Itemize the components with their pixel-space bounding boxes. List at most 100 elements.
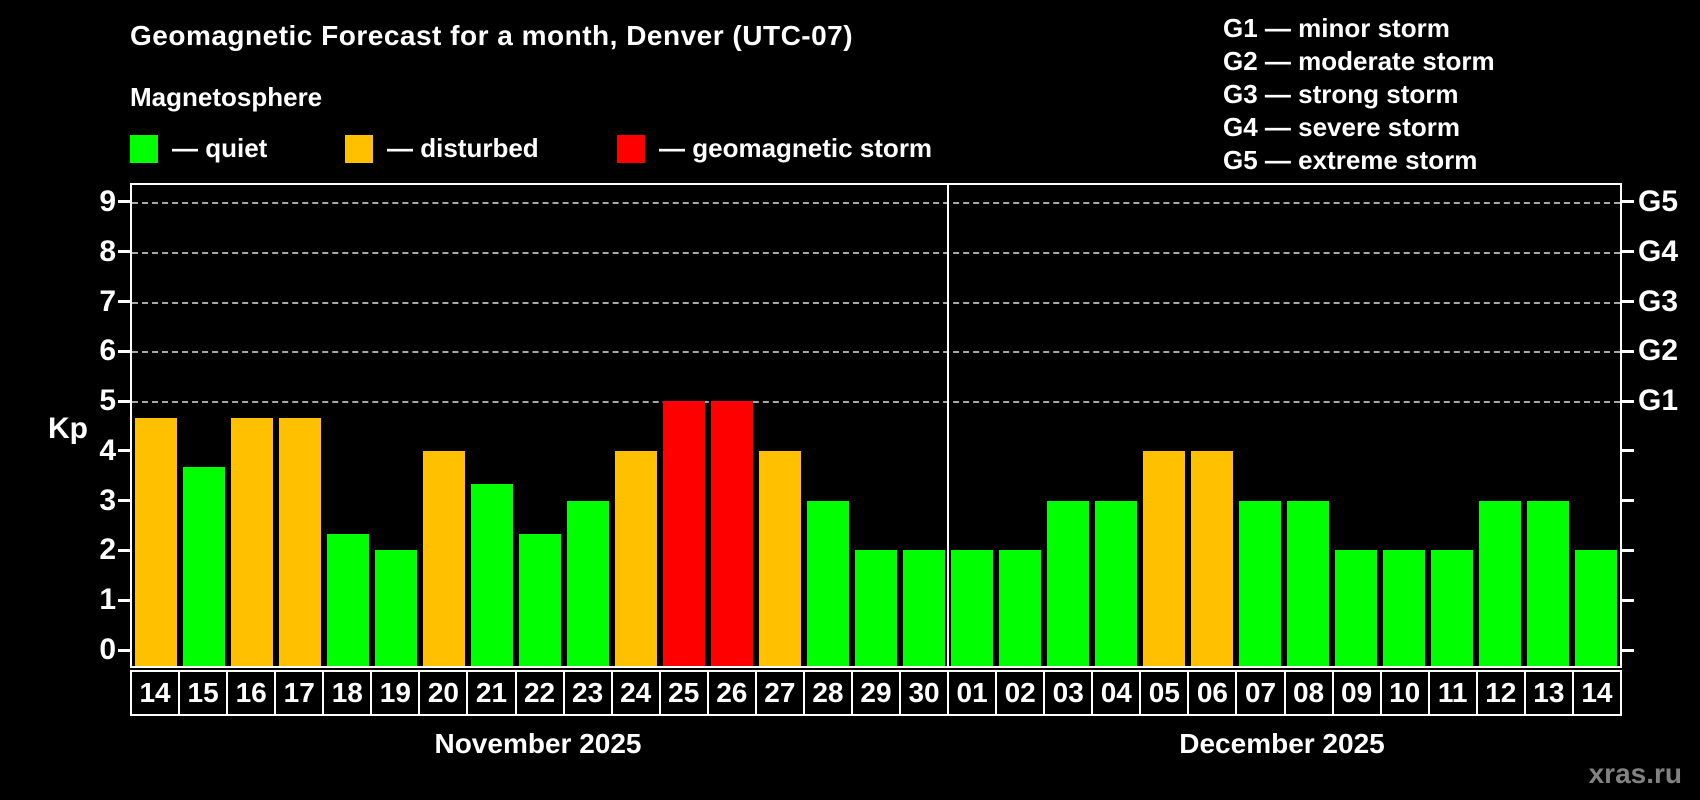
y-tick-right-7: [1622, 300, 1634, 304]
kp-bar-december-13: [1527, 500, 1569, 666]
y-tick-right-3: [1622, 499, 1634, 503]
y-tick-left-0: [118, 648, 130, 652]
storm-swatch-icon: [617, 134, 645, 163]
day-axis: 14 15 16 17 18 19 20 21 22 23 24 25 26 27 28 29 30 01 02 03…: [130, 670, 1622, 716]
day-label-11: 11: [1427, 670, 1478, 716]
y-tick-label-2: 2: [99, 533, 116, 567]
kp-bar-december-09: [1335, 550, 1377, 666]
y-tick-right-1: [1622, 598, 1634, 602]
kp-bar-december-05: [1143, 450, 1185, 666]
kp-bar-november-29: [855, 550, 897, 666]
kp-bar-december-02: [999, 550, 1041, 666]
legend-label-disturbed: — disturbed: [387, 133, 539, 163]
day-label-09: 09: [1331, 670, 1382, 716]
g-legend-line-2: G2 — moderate storm: [1223, 46, 1495, 76]
kp-bar-november-19: [375, 550, 417, 666]
y-tick-right-2: [1622, 548, 1634, 552]
legend-label-quiet: — quiet: [172, 133, 268, 163]
y-tick-left-8: [118, 250, 130, 254]
kp-bar-december-14: [1575, 550, 1617, 666]
day-label-01: 01: [947, 670, 998, 716]
kp-bar-november-21: [471, 484, 513, 666]
y-axis-title: Kp: [48, 412, 88, 445]
y-tick-right-4: [1622, 449, 1634, 453]
kp-bar-november-27: [759, 450, 801, 666]
day-label-14: 14: [130, 670, 181, 716]
day-label-30: 30: [899, 670, 950, 716]
g-level-label-g5: G5: [1638, 184, 1679, 218]
g-level-label-g2: G2: [1638, 334, 1679, 368]
y-tick-left-5: [118, 399, 130, 403]
y-tick-label-5: 5: [99, 384, 116, 418]
day-label-20: 20: [418, 670, 469, 716]
g-legend-line-1: G1 — minor storm: [1223, 13, 1450, 43]
day-label-12: 12: [1475, 670, 1526, 716]
y-tick-label-6: 6: [99, 334, 116, 368]
g-legend-line-3: G3 — strong storm: [1223, 79, 1459, 109]
day-label-28: 28: [802, 670, 853, 716]
day-label-23: 23: [562, 670, 613, 716]
kp-bar-november-30: [903, 550, 945, 666]
kp-bar-november-26: [711, 401, 753, 666]
g-scale-legend: G1 — minor storm G2 — moderate storm G3 — …: [1223, 12, 1495, 177]
legend-item-storm: — geomagnetic storm: [617, 133, 932, 164]
y-tick-label-8: 8: [99, 234, 116, 268]
day-label-21: 21: [466, 670, 517, 716]
day-label-03: 03: [1043, 670, 1094, 716]
y-tick-label-0: 0: [99, 633, 116, 666]
plot-area: [130, 183, 1622, 668]
kp-bar-december-10: [1383, 550, 1425, 666]
y-tick-right-8: [1622, 250, 1634, 254]
y-tick-label-9: 9: [99, 184, 116, 218]
quiet-swatch-icon: [130, 134, 158, 163]
disturbed-swatch-icon: [345, 134, 373, 163]
kp-bar-december-07: [1239, 500, 1281, 666]
legend-item-quiet: — quiet: [130, 133, 267, 164]
y-tick-left-1: [118, 598, 130, 602]
gridline-kp7: [132, 301, 1620, 304]
day-label-06: 06: [1187, 670, 1238, 716]
y-tick-right-6: [1622, 349, 1634, 353]
kp-bar-december-12: [1479, 500, 1521, 666]
day-label-07: 07: [1235, 670, 1286, 716]
day-label-15: 15: [178, 670, 229, 716]
y-tick-left-7: [118, 300, 130, 304]
day-label-14: 14: [1571, 670, 1622, 716]
g-level-label-g4: G4: [1638, 234, 1679, 268]
kp-bar-november-23: [567, 500, 609, 666]
kp-bar-november-20: [423, 450, 465, 666]
y-tick-label-4: 4: [99, 433, 116, 467]
kp-bar-november-28: [807, 500, 849, 666]
g-level-label-g1: G1: [1638, 384, 1679, 418]
kp-bar-november-18: [327, 534, 369, 666]
y-tick-right-5: [1622, 399, 1634, 403]
kp-bar-december-11: [1431, 550, 1473, 666]
month-separator: [947, 185, 949, 666]
day-label-08: 08: [1283, 670, 1334, 716]
day-label-26: 26: [706, 670, 757, 716]
kp-bar-november-24: [615, 450, 657, 666]
g-legend-line-4: G4 — severe storm: [1223, 112, 1461, 142]
day-label-02: 02: [995, 670, 1046, 716]
day-label-29: 29: [850, 670, 901, 716]
g-legend-line-5: G5 — extreme storm: [1223, 145, 1478, 175]
day-label-10: 10: [1379, 670, 1430, 716]
kp-bar-november-22: [519, 534, 561, 666]
y-tick-right-9: [1622, 200, 1634, 204]
kp-bar-november-16: [231, 417, 273, 666]
kp-bar-november-14: [135, 417, 177, 666]
watermark: xras.ru: [1588, 758, 1682, 789]
gridline-kp6: [132, 351, 1620, 354]
y-tick-label-7: 7: [99, 284, 116, 318]
y-tick-left-3: [118, 499, 130, 503]
day-label-16: 16: [226, 670, 277, 716]
y-tick-left-4: [118, 449, 130, 453]
kp-bar-december-06: [1191, 450, 1233, 666]
day-label-27: 27: [754, 670, 805, 716]
kp-bar-december-03: [1047, 500, 1089, 666]
y-tick-label-1: 1: [99, 583, 116, 617]
y-tick-left-2: [118, 548, 130, 552]
kp-bar-december-04: [1095, 500, 1137, 666]
kp-bar-december-08: [1287, 500, 1329, 666]
y-tick-right-0: [1622, 648, 1634, 652]
